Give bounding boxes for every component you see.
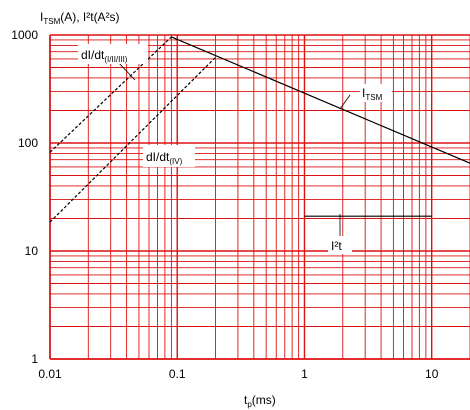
label-didt-2-main: dI/dt (146, 150, 170, 164)
tick-labels: 0.01 0.1 1 10 1 10 100 1000 (11, 28, 438, 381)
y-tick-label: 100 (18, 136, 38, 150)
y-axis-title-main: I (40, 10, 43, 24)
x-tick-label: 0.01 (38, 367, 62, 381)
y-tick-label: 10 (25, 244, 39, 258)
grid (49, 34, 470, 360)
x-tick-label: 1 (301, 367, 308, 381)
x-axis-title-main: t (244, 393, 248, 407)
y-axis-title: ITSM(A), I²t(A²s) (40, 10, 120, 26)
label-itsm-main: I (362, 86, 365, 100)
label-i2t-main: I²t (331, 239, 342, 253)
x-axis-title: tp(ms) (244, 393, 276, 409)
y-axis-title-rest: (A), I²t(A²s) (60, 10, 119, 24)
x-axis-title-rest: (ms) (252, 393, 276, 407)
label-i2t: I²t (328, 236, 352, 254)
label-didt-2-sub: (IV) (169, 157, 182, 166)
y-axis-title-sub: TSM (43, 17, 60, 26)
svg-text:dI/dt(I/II/III): dI/dt(I/II/III) (81, 48, 128, 64)
label-didt-1-main: dI/dt (81, 48, 105, 62)
svg-text:dI/dt(IV): dI/dt(IV) (146, 150, 183, 166)
x-tick-label: 0.1 (169, 367, 186, 381)
series-didt-2 (49, 56, 216, 223)
label-itsm: ITSM (360, 84, 392, 102)
y-tick-label: 1000 (11, 28, 38, 42)
leader-itsm (339, 94, 351, 110)
x-tick-label: 10 (425, 367, 439, 381)
series-itsm (171, 36, 470, 164)
label-didt-2: dI/dt(IV) (143, 145, 195, 167)
label-didt-1-sub: (I/II/III) (104, 55, 127, 64)
svg-text:ITSM: ITSM (362, 86, 383, 102)
label-didt-1: dI/dt(I/II/III) (78, 44, 148, 64)
y-tick-label: 1 (31, 352, 38, 366)
series-layer (49, 36, 470, 223)
series-didt-1 (49, 36, 172, 153)
label-itsm-sub: TSM (365, 93, 382, 102)
x-axis-title-sub: p (247, 400, 252, 409)
